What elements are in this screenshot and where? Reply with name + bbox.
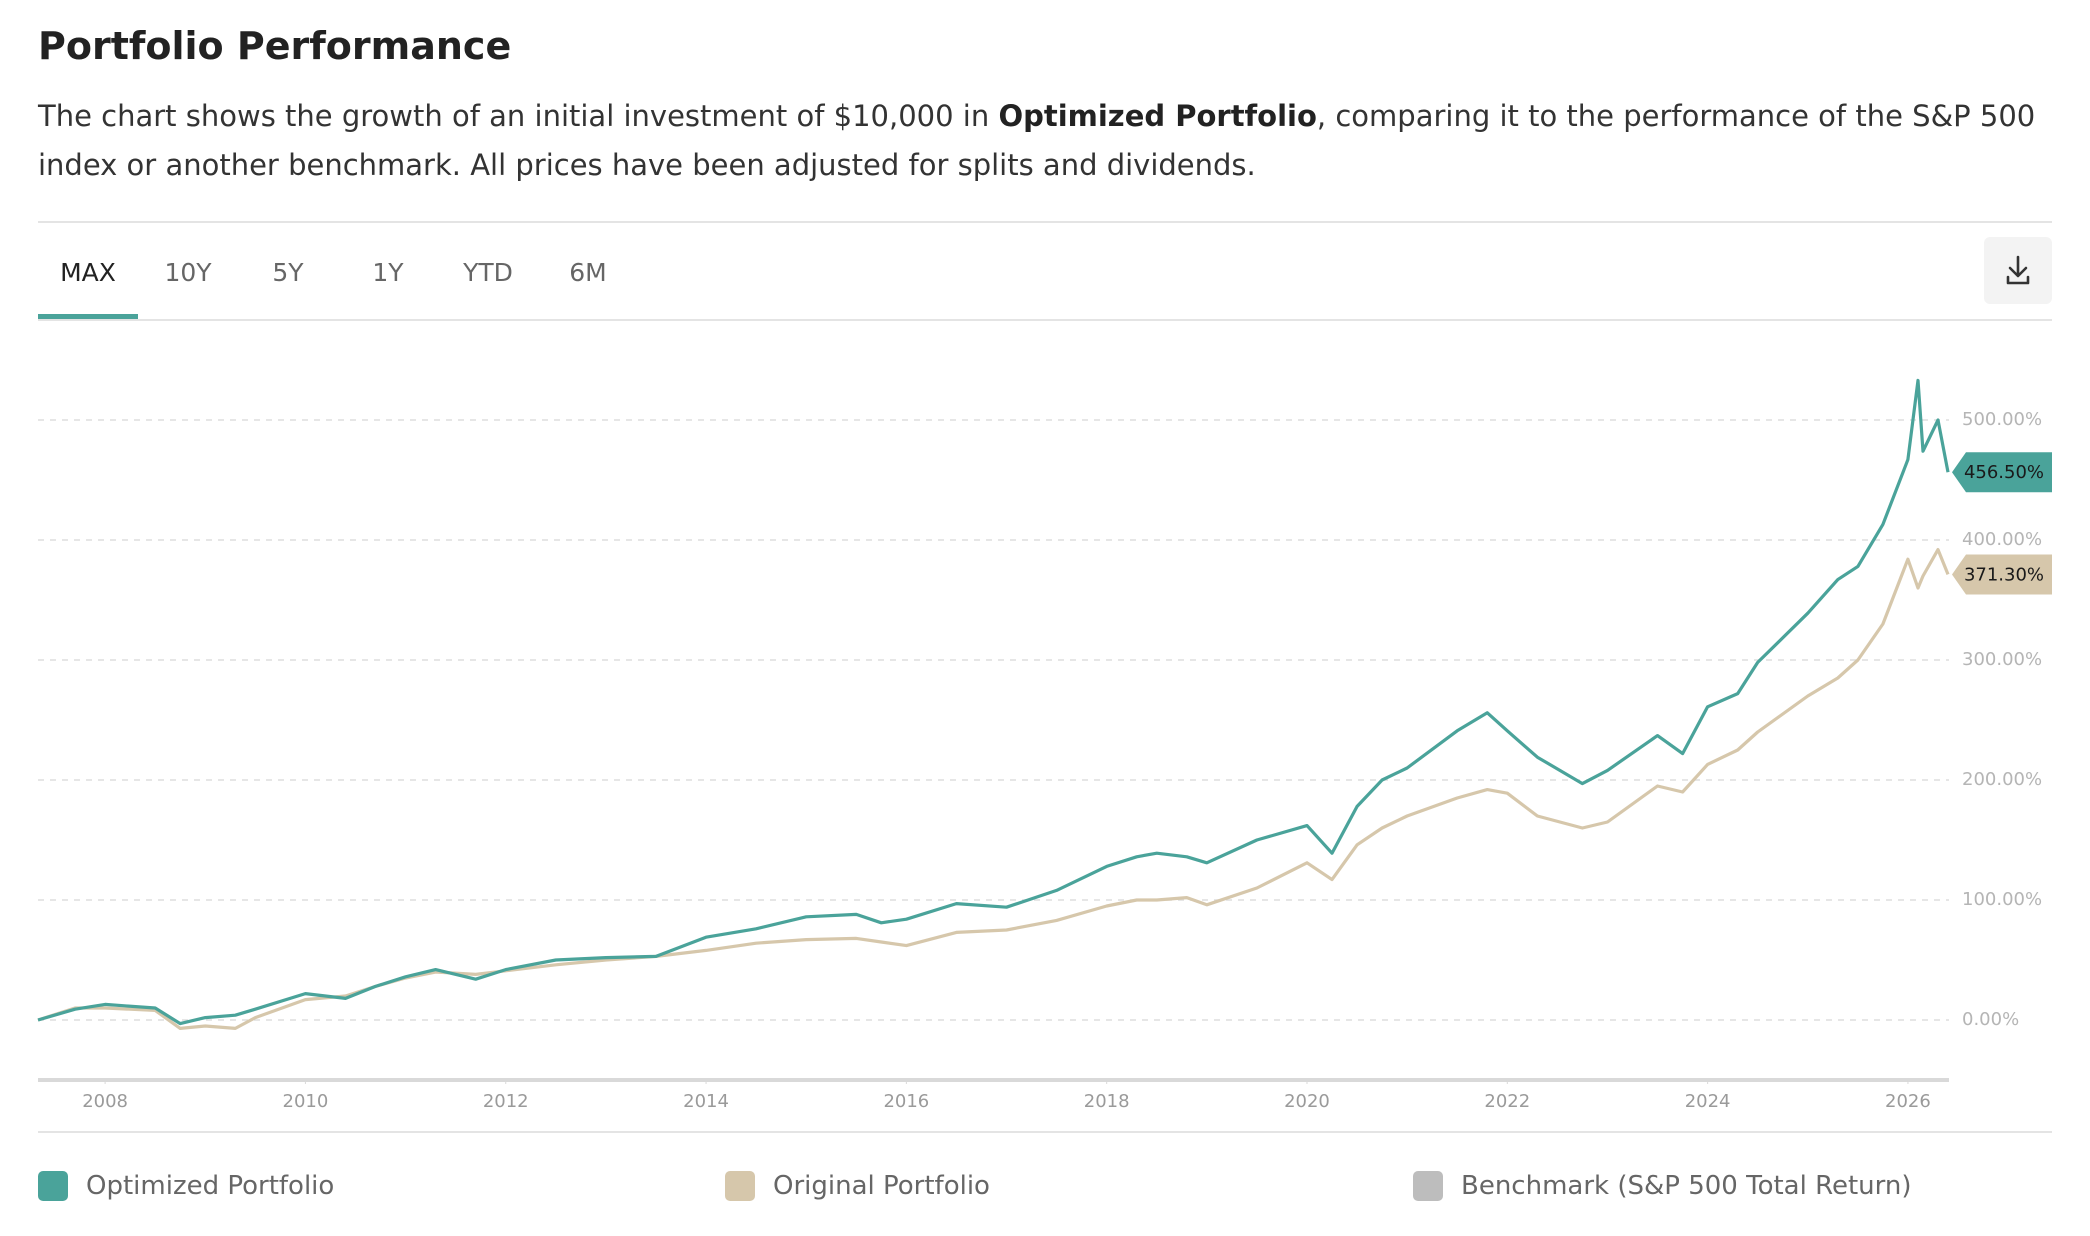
y-tick-label: 400.00%	[1962, 529, 2042, 550]
description-text: , comparing it to the performance of the…	[38, 99, 2036, 182]
download-icon	[2006, 255, 2030, 285]
tab[interactable]: 6M	[538, 250, 638, 294]
description-bold: Optimized Portfolio	[998, 99, 1317, 133]
description-text: The chart shows the growth of an initial…	[38, 99, 999, 133]
x-tick-label: 2010	[283, 1091, 329, 1112]
download-button[interactable]	[1984, 237, 2052, 304]
legend-label: Original Portfolio	[773, 1171, 990, 1201]
separator	[38, 221, 2052, 223]
tab[interactable]: YTD	[438, 250, 538, 294]
legend-swatch	[1413, 1171, 1443, 1201]
x-tick-label: 2022	[1484, 1091, 1530, 1112]
series-line	[37, 378, 1950, 1026]
x-tick-label: 2018	[1084, 1091, 1130, 1112]
y-tick-label: 500.00%	[1962, 409, 2042, 430]
y-tick-label: 100.00%	[1962, 889, 2042, 910]
x-tick-label: 2020	[1284, 1091, 1330, 1112]
description: The chart shows the growth of an initial…	[38, 92, 2068, 190]
separator	[38, 1131, 2052, 1133]
tab[interactable]: 5Y	[238, 250, 338, 294]
y-tick-label: 0.00%	[1962, 1009, 2019, 1030]
legend-label: Benchmark (S&P 500 Total Return)	[1461, 1171, 1912, 1201]
x-tick-label: 2024	[1685, 1091, 1731, 1112]
end-label-tag	[1952, 452, 2052, 493]
legend-swatch	[38, 1171, 68, 1201]
x-tick-label: 2026	[1885, 1091, 1931, 1112]
y-tick-label: 200.00%	[1962, 769, 2042, 790]
legend-item[interactable]: Optimized Portfolio	[38, 1166, 334, 1206]
x-tick-label: 2014	[683, 1091, 729, 1112]
x-tick-label: 2008	[82, 1091, 128, 1112]
x-tick-label: 2012	[483, 1091, 529, 1112]
separator	[38, 319, 2052, 321]
end-label: 456.50%	[1964, 462, 2044, 483]
legend-swatch	[725, 1171, 755, 1201]
y-tick-label: 300.00%	[1962, 649, 2042, 670]
tab[interactable]: 1Y	[338, 250, 438, 294]
tab-underline	[38, 314, 138, 319]
title: Portfolio Performance	[38, 24, 512, 68]
tab[interactable]: MAX	[38, 250, 138, 294]
legend-label: Optimized Portfolio	[86, 1171, 335, 1201]
series-line	[37, 548, 1950, 1030]
end-label-tag	[1952, 554, 2052, 595]
legend-item[interactable]: Original Portfolio	[725, 1166, 990, 1206]
tab[interactable]: 10Y	[138, 250, 238, 294]
x-tick-label: 2016	[883, 1091, 929, 1112]
legend-item[interactable]: Benchmark (S&P 500 Total Return)	[1413, 1166, 1912, 1206]
end-label: 371.30%	[1964, 564, 2044, 585]
